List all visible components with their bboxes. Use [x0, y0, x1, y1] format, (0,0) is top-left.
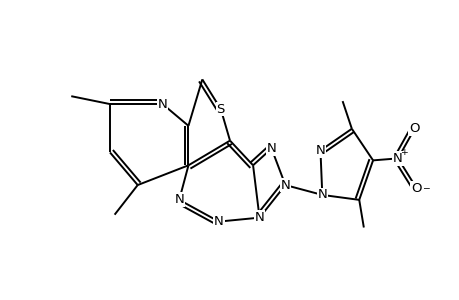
Text: N: N	[392, 152, 402, 165]
Text: N: N	[254, 211, 264, 224]
Text: N: N	[266, 142, 276, 155]
Text: N: N	[157, 98, 167, 111]
Text: N: N	[315, 144, 325, 157]
Text: +: +	[400, 148, 407, 157]
Text: N: N	[213, 215, 224, 228]
Text: N: N	[174, 194, 184, 206]
Text: O: O	[409, 122, 419, 135]
Text: N: N	[317, 188, 326, 201]
Text: S: S	[216, 103, 224, 116]
Text: O: O	[410, 182, 421, 194]
Text: N: N	[280, 178, 290, 192]
Text: −: −	[421, 184, 429, 193]
